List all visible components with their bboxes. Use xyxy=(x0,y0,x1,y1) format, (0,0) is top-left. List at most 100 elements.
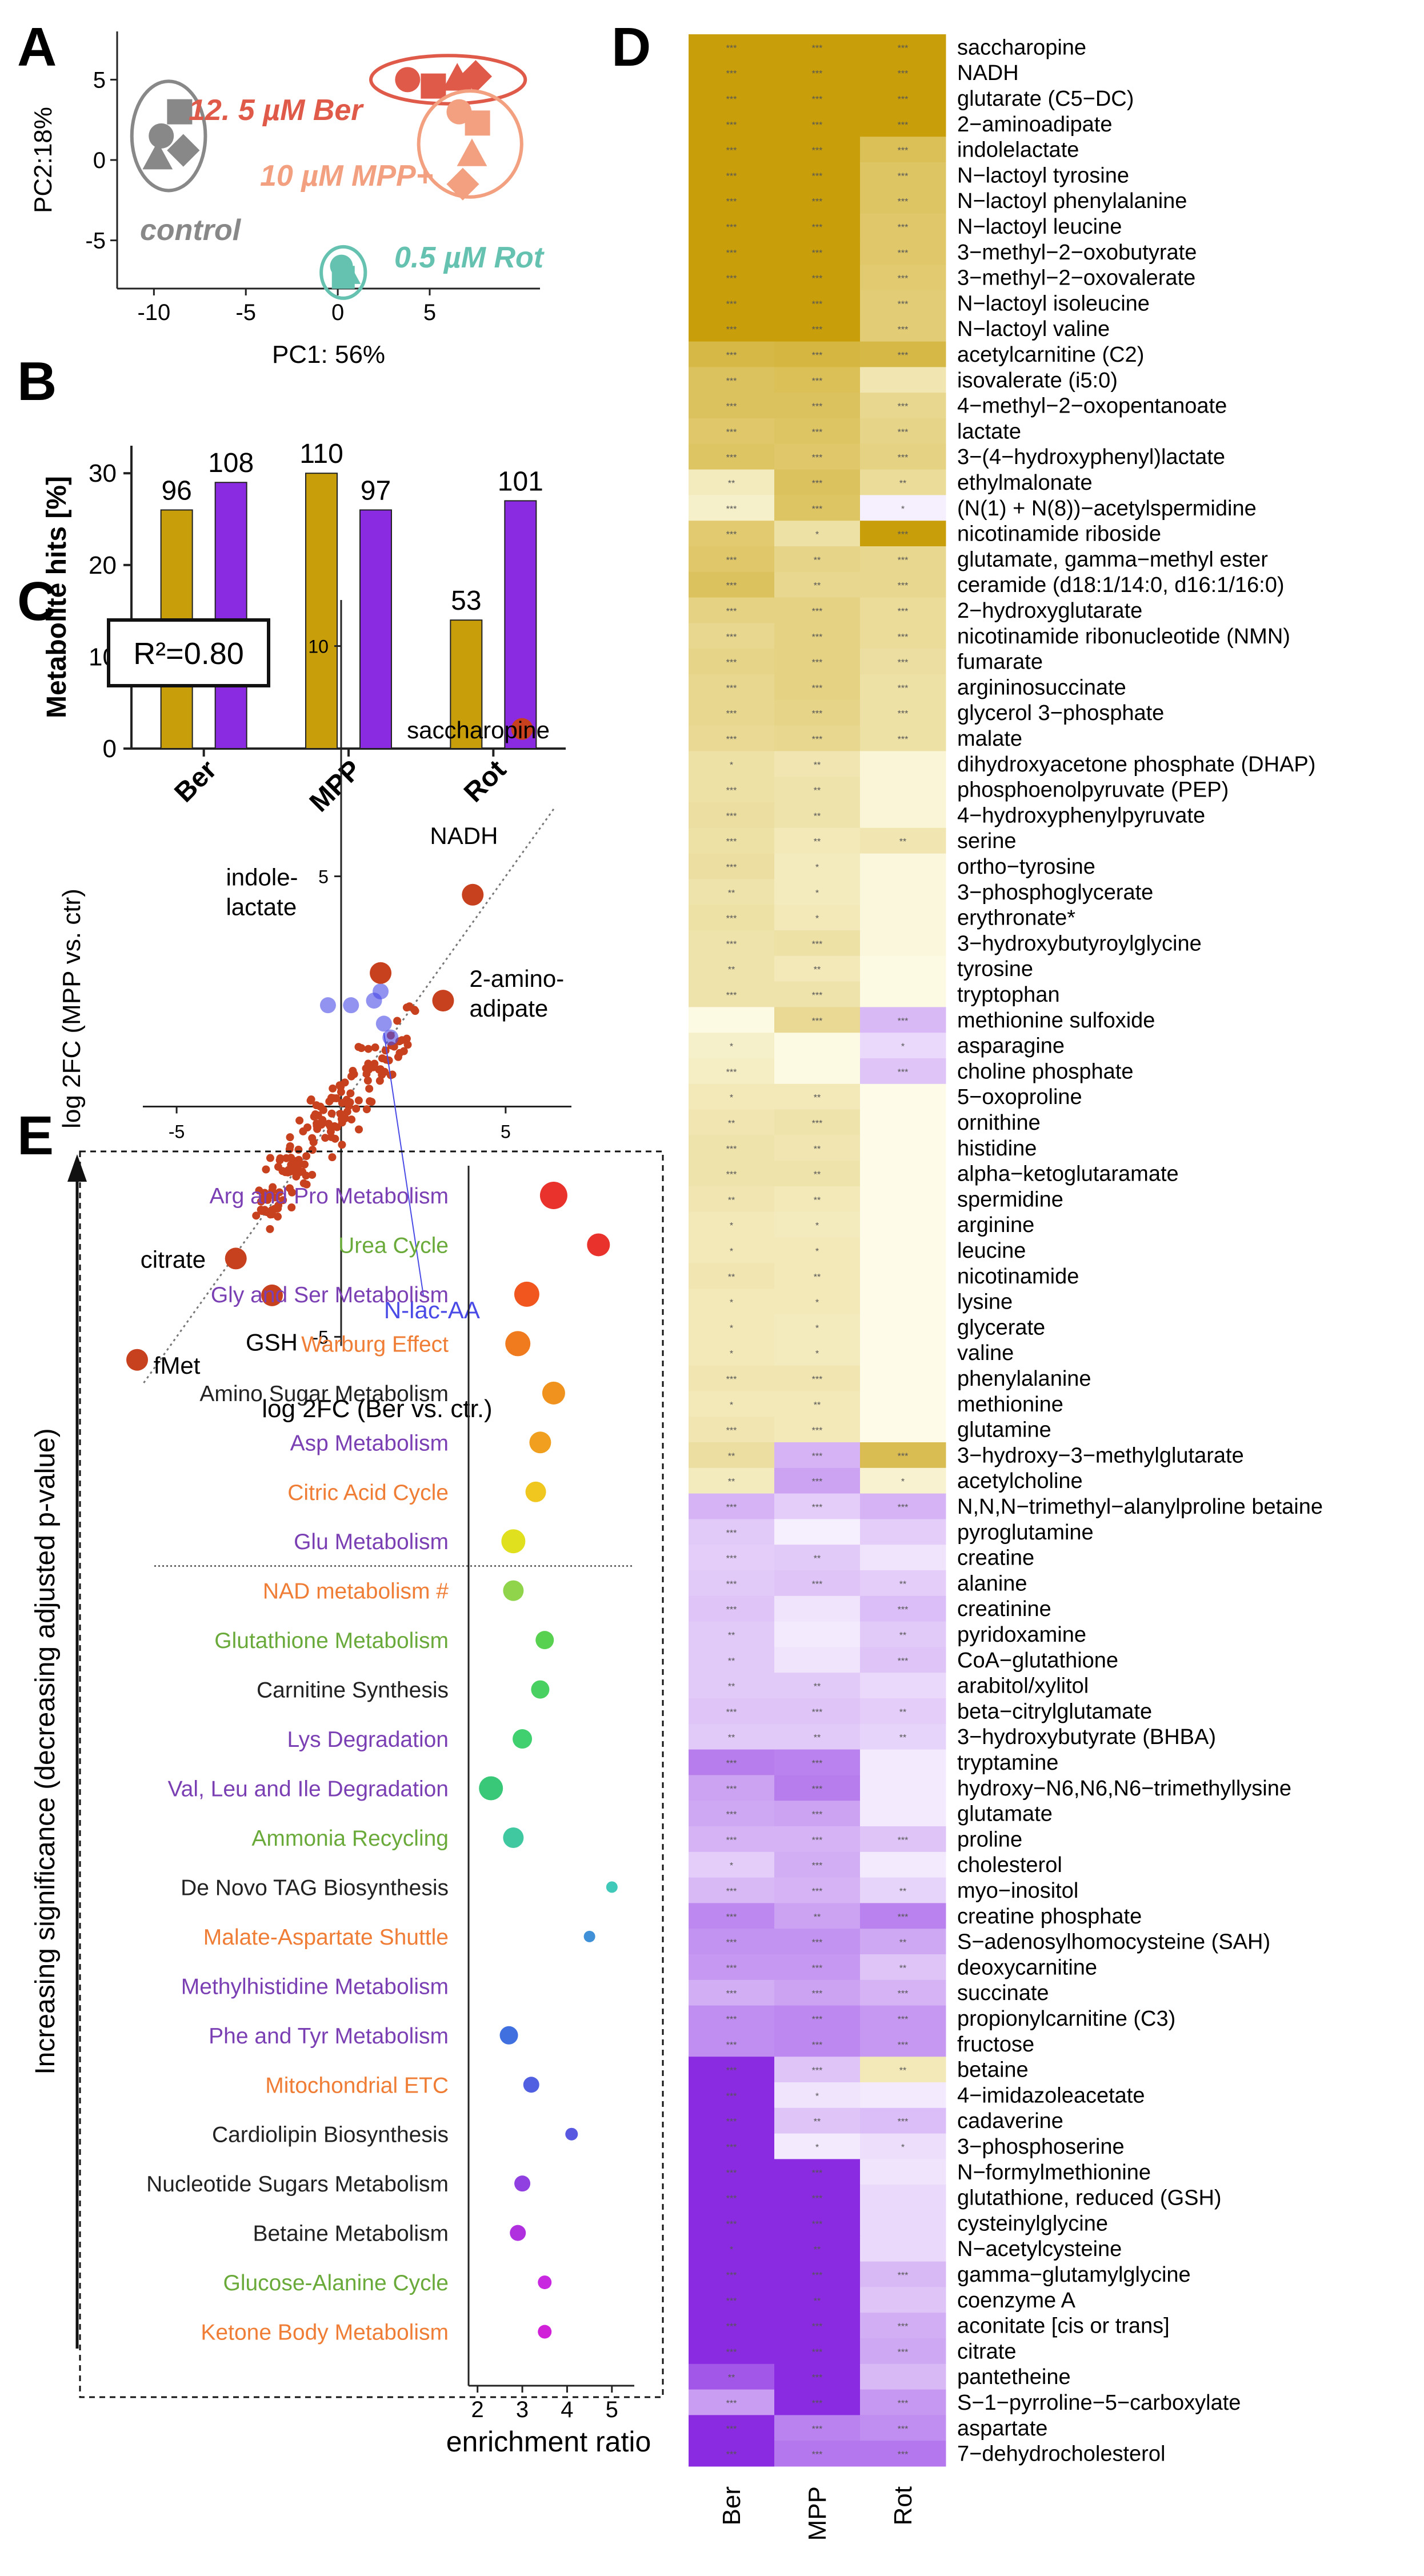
heatmap-cell xyxy=(860,1519,946,1545)
c-small-point xyxy=(260,1193,269,1202)
heatmap-significance: ** xyxy=(814,555,821,565)
heatmap-significance: *** xyxy=(812,1785,823,1794)
c-small-point xyxy=(316,1102,325,1111)
heatmap-cell xyxy=(774,597,861,623)
c-small-point xyxy=(338,1141,346,1149)
heatmap-cell xyxy=(774,213,861,239)
heatmap-cell xyxy=(689,1314,775,1341)
heatmap-row-label: glycerate xyxy=(957,1315,1045,1339)
c-small-point xyxy=(335,1081,344,1090)
heatmap-cell xyxy=(860,1135,946,1161)
e-pathway-label: Mitochondrial ETC xyxy=(265,2073,449,2098)
heatmap-significance: *** xyxy=(812,2194,823,2204)
heatmap-cell xyxy=(860,85,946,111)
heatmap-row-label: citrate xyxy=(957,2339,1016,2363)
heatmap-cell xyxy=(774,341,861,367)
heatmap-cell xyxy=(860,2210,946,2237)
heatmap-significance: * xyxy=(730,1349,733,1359)
heatmap-significance: *** xyxy=(726,249,737,258)
heatmap-cell xyxy=(860,2313,946,2339)
heatmap-cell xyxy=(774,315,861,342)
heatmap-cell xyxy=(860,2363,946,2390)
c-small-point xyxy=(385,1056,393,1065)
heatmap-row-label: glutamate xyxy=(957,1802,1053,1826)
heatmap-significance: ** xyxy=(899,1707,906,1717)
heatmap-cell xyxy=(860,827,946,854)
pca-point xyxy=(457,138,487,166)
heatmap-cell xyxy=(689,1365,775,1391)
heatmap-cell xyxy=(774,981,861,1007)
c-small-point xyxy=(321,1134,330,1142)
heatmap-significance: *** xyxy=(726,402,737,412)
heatmap-significance: *** xyxy=(812,249,823,258)
heatmap-cell xyxy=(860,1237,946,1263)
c-point-label: indole- xyxy=(226,864,298,891)
heatmap-cell xyxy=(689,239,775,265)
heatmap-cell xyxy=(774,1954,861,1981)
heatmap-significance: *** xyxy=(898,95,909,105)
c-small-point xyxy=(302,1152,311,1161)
e-dot xyxy=(535,1631,554,1650)
heatmap-significance: *** xyxy=(898,299,909,309)
e-x-tick-label: 3 xyxy=(516,2397,529,2422)
heatmap-cell xyxy=(774,2185,861,2211)
heatmap-row-label: N−lactoyl leucine xyxy=(957,215,1122,239)
heatmap-cell xyxy=(689,853,775,879)
heatmap-significance: ** xyxy=(899,1631,906,1641)
heatmap-cell xyxy=(689,1545,775,1571)
heatmap-significance: ** xyxy=(728,1451,735,1461)
e-pathway-label: Amino Sugar Metabolism xyxy=(199,1382,449,1406)
heatmap-cell xyxy=(689,827,775,854)
heatmap-cell xyxy=(860,597,946,623)
heatmap-significance: *** xyxy=(812,1759,823,1769)
panel-letter-e: E xyxy=(17,1105,54,1166)
e-pathway-label: Warburg Effect xyxy=(301,1332,449,1357)
heatmap-significance: *** xyxy=(812,171,823,181)
pca-point xyxy=(333,258,361,284)
heatmap-cell xyxy=(689,341,775,367)
heatmap-cell xyxy=(774,2107,861,2134)
heatmap-cell xyxy=(860,1289,946,1315)
heatmap-cell xyxy=(774,59,861,86)
heatmap-row-label: cadaverine xyxy=(957,2109,1063,2133)
heatmap-significance: ** xyxy=(814,1170,821,1180)
heatmap-row-label: 3−methyl−2−oxobutyrate xyxy=(957,241,1197,265)
heatmap-significance: ** xyxy=(899,1579,906,1589)
heatmap-row-label: 3−phosphoserine xyxy=(957,2135,1125,2159)
c-small-point xyxy=(287,1188,296,1197)
heatmap-significance: *** xyxy=(812,2041,823,2050)
heatmap-row-label: 3−hydroxybutyrate (BHBA) xyxy=(957,1725,1216,1749)
heatmap-significance: *** xyxy=(726,427,737,437)
heatmap-significance: *** xyxy=(898,274,909,284)
c-y-label: log 2FC (MPP vs. ctr) xyxy=(58,889,86,1129)
heatmap-significance: *** xyxy=(726,1759,737,1769)
heatmap-cell xyxy=(860,1929,946,1955)
heatmap-row-label: methionine xyxy=(957,1393,1063,1417)
heatmap-significance: *** xyxy=(812,1963,823,1973)
pca-x-tick-label: 5 xyxy=(423,300,436,325)
c-blue-point xyxy=(382,1029,399,1046)
heatmap-row-label: 5−oxoproline xyxy=(957,1085,1082,1109)
c-small-point xyxy=(308,1146,317,1154)
heatmap-significance: *** xyxy=(898,1913,909,1922)
c-small-point xyxy=(276,1154,285,1162)
heatmap-significance: *** xyxy=(812,991,823,1001)
pca-group-label: 12. 5 µM Ber xyxy=(189,94,364,127)
heatmap-cell xyxy=(689,725,775,751)
heatmap-significance: *** xyxy=(726,1835,737,1845)
heatmap-row-label: nicotinamide riboside xyxy=(957,522,1161,546)
c-small-point xyxy=(295,1168,303,1177)
heatmap-cell xyxy=(860,162,946,189)
panel-a-pca: -10 -5 0 5 5 0 -5 PC1: 56% PC2:18% control 12. 5 µ… xyxy=(29,31,545,369)
heatmap-significance: *** xyxy=(812,607,823,617)
c-y-tick-label: 5 xyxy=(318,867,329,887)
heatmap-row-label: S−adenosylhomocysteine (SAH) xyxy=(957,1930,1270,1954)
heatmap-cell xyxy=(774,1929,861,1955)
e-pathway-label: Nucleotide Sugars Metabolism xyxy=(146,2172,449,2197)
heatmap-cell xyxy=(689,546,775,573)
c-small-point xyxy=(365,1085,374,1093)
heatmap-significance: ** xyxy=(814,1733,821,1743)
e-pathway-label: Val, Leu and Ile Degradation xyxy=(168,1777,449,1802)
heatmap-significance: *** xyxy=(898,2425,909,2434)
panel-e-enrichment: 2 3 4 5 enrichment ratio Arg and Pro Metaboli… xyxy=(30,1150,664,2458)
